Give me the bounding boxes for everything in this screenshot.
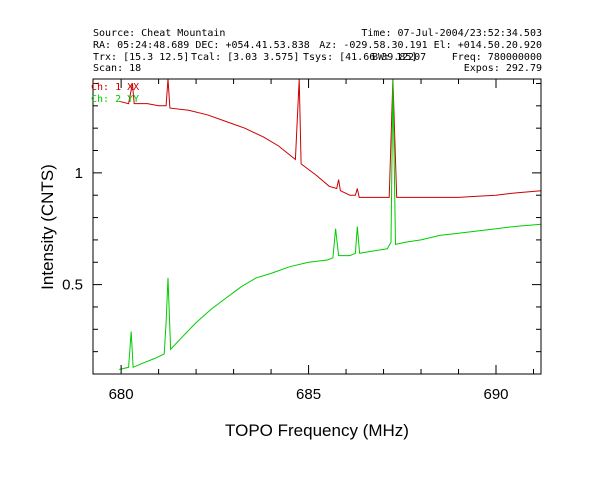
series-line-1: [119, 78, 542, 198]
header-trx: Trx: [15.3 12.5]: [93, 52, 189, 63]
x-tick-label: 680: [109, 386, 134, 403]
header-tcal: Tcal: [3.03 3.575]: [191, 52, 299, 63]
header-time: Time: 07-Jul-2004/23:52:34.503: [361, 28, 542, 39]
y-tick-label: 1: [75, 165, 83, 182]
x-axis-label: TOPO Frequency (MHz): [225, 421, 409, 440]
header-ra-dec: RA: 05:24:48.689 DEC: +054.41.53.838: [93, 40, 310, 51]
observation-header: Source: Cheat Mountain Time: 07-Jul-2004…: [93, 28, 542, 74]
tick-layer: 680 685 690 0.5 1: [62, 79, 541, 403]
header-tsys: Tsys: [41.66 39.85]: [303, 52, 417, 63]
header-scan: Scan: 18: [93, 63, 141, 74]
header-expos: Expos: 292.79: [464, 63, 542, 74]
y-tick-label: 0.5: [62, 277, 83, 294]
legend-item-ch2: Ch: 2 YY: [91, 94, 139, 105]
x-tick-label: 690: [483, 386, 508, 403]
series-line-2: [119, 78, 542, 370]
header-source: Source: Cheat Mountain: [93, 28, 225, 39]
legend-item-ch1: Ch: 1 XX: [91, 82, 139, 93]
legend: Ch: 1 XX Ch: 2 YY: [91, 82, 139, 105]
y-axis-label: Intensity (CNTS): [38, 164, 57, 290]
header-freq: Freq: 780000000: [452, 52, 542, 63]
plot-frame: [92, 78, 542, 375]
header-bw: BW: 12207: [372, 52, 426, 63]
series-layer: [119, 78, 542, 370]
header-az-el: Az: -029.58.30.191 El: +014.50.20.920: [319, 40, 542, 51]
x-tick-label: 685: [296, 386, 321, 403]
